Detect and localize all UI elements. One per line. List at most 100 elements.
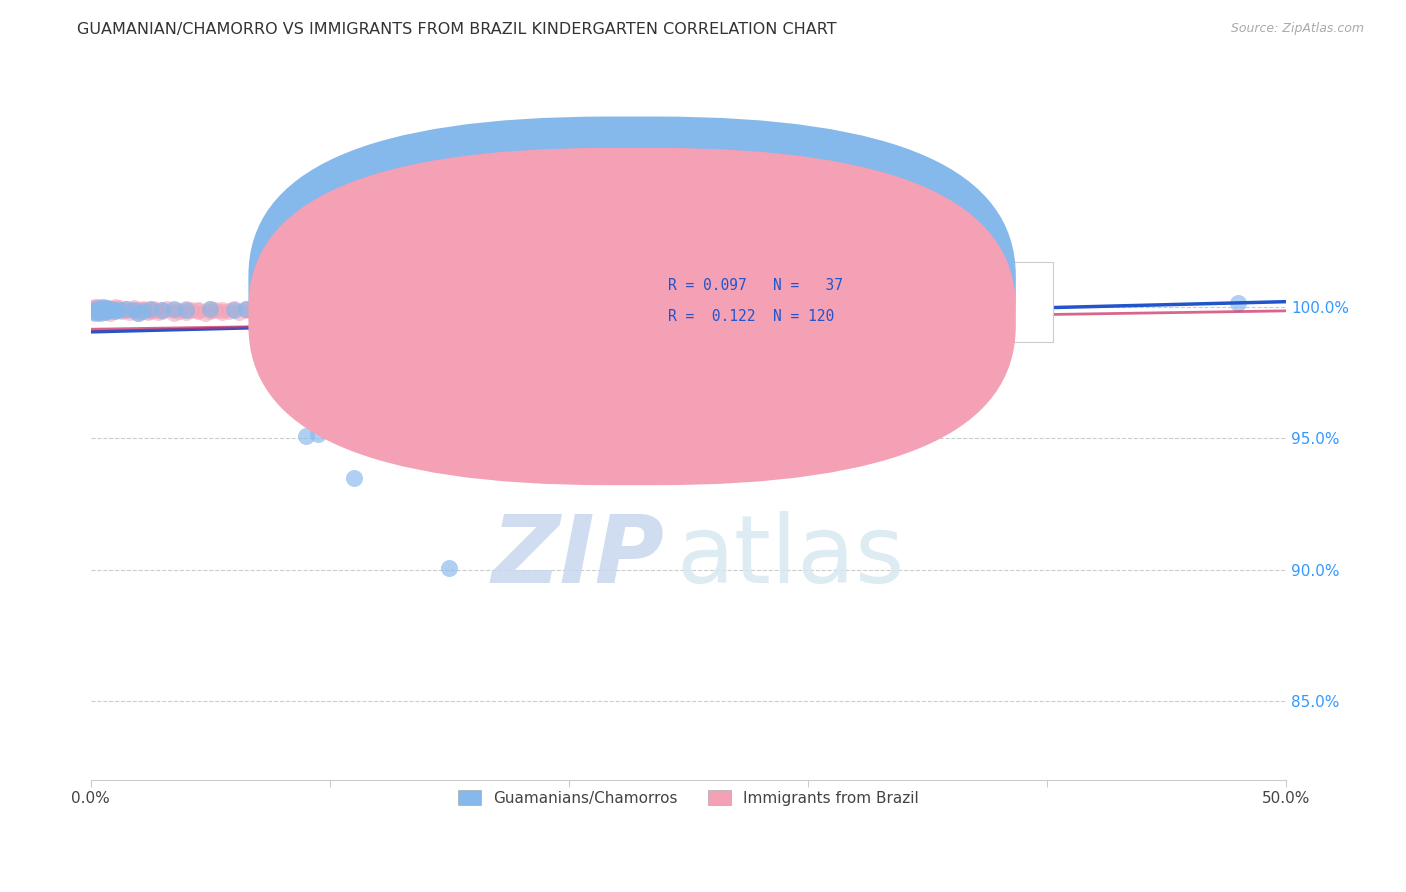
FancyBboxPatch shape [586,262,1053,342]
Point [150,303,173,318]
Point [96,303,118,318]
Point [194,306,217,320]
Point [702,303,724,318]
Point [318,418,340,433]
Point [139,303,162,318]
Point [558,310,581,325]
Point [314,302,336,317]
Point [290,301,312,316]
Point [361,311,384,326]
Point [235,303,257,318]
Point [89,301,111,316]
Point [342,303,364,318]
Text: R = 0.097   N =   37: R = 0.097 N = 37 [668,277,844,293]
Point [270,312,292,326]
Point [266,303,288,318]
Point [142,301,165,316]
Point [84,301,107,315]
Point [270,302,292,317]
Point [283,303,305,318]
Point [167,303,190,318]
Point [402,309,425,323]
Point [146,304,169,318]
Point [89,306,111,320]
Point [235,301,257,316]
Point [127,306,149,320]
Point [749,307,772,321]
Point [98,303,121,318]
Point [163,303,186,318]
Point [136,304,159,318]
Point [354,306,377,320]
Point [132,303,155,318]
Point [259,303,281,318]
Point [112,302,135,317]
Point [139,302,162,317]
Point [218,303,240,318]
Point [150,303,173,318]
Point [91,301,114,315]
Point [105,301,128,316]
Point [222,302,245,317]
Point [174,303,197,318]
Point [450,310,472,324]
Point [108,302,131,317]
Point [294,303,316,318]
Point [127,303,149,318]
Point [122,301,145,316]
Point [211,302,233,317]
Point [94,305,117,319]
Point [222,301,245,316]
Point [546,309,568,323]
Point [115,301,138,316]
Point [347,310,370,325]
Point [91,303,114,318]
Point [91,300,114,314]
Point [111,303,134,318]
Point [87,300,110,314]
Point [198,301,221,316]
Point [187,303,209,318]
Point [101,303,124,318]
Point [426,310,449,325]
Point [98,302,121,317]
Point [366,307,388,321]
Point [869,306,891,320]
Point [582,303,605,318]
Point [522,306,544,320]
Point [87,302,110,317]
Point [474,311,496,326]
Point [606,307,628,321]
Point [150,302,173,317]
Point [103,303,125,318]
Point [252,304,274,318]
Point [821,309,844,323]
Point [259,308,281,322]
Point [82,301,104,316]
Point [87,304,110,318]
Point [94,305,117,319]
Point [89,301,111,316]
Point [198,303,221,318]
Point [156,301,179,316]
Point [139,301,162,316]
Point [307,303,329,318]
Point [120,303,142,318]
Point [198,301,221,316]
Point [534,305,557,319]
Text: R =  0.122  N = 120: R = 0.122 N = 120 [668,309,834,324]
Point [127,306,149,320]
Point [299,305,322,319]
Point [204,303,226,318]
Point [180,303,202,318]
Point [276,304,298,318]
Point [87,303,110,318]
Point [84,301,107,316]
FancyBboxPatch shape [249,117,1015,454]
Point [103,303,125,318]
Point [96,301,118,316]
Point [389,306,412,320]
Point [132,301,155,316]
Point [294,303,316,318]
Point [654,309,676,323]
